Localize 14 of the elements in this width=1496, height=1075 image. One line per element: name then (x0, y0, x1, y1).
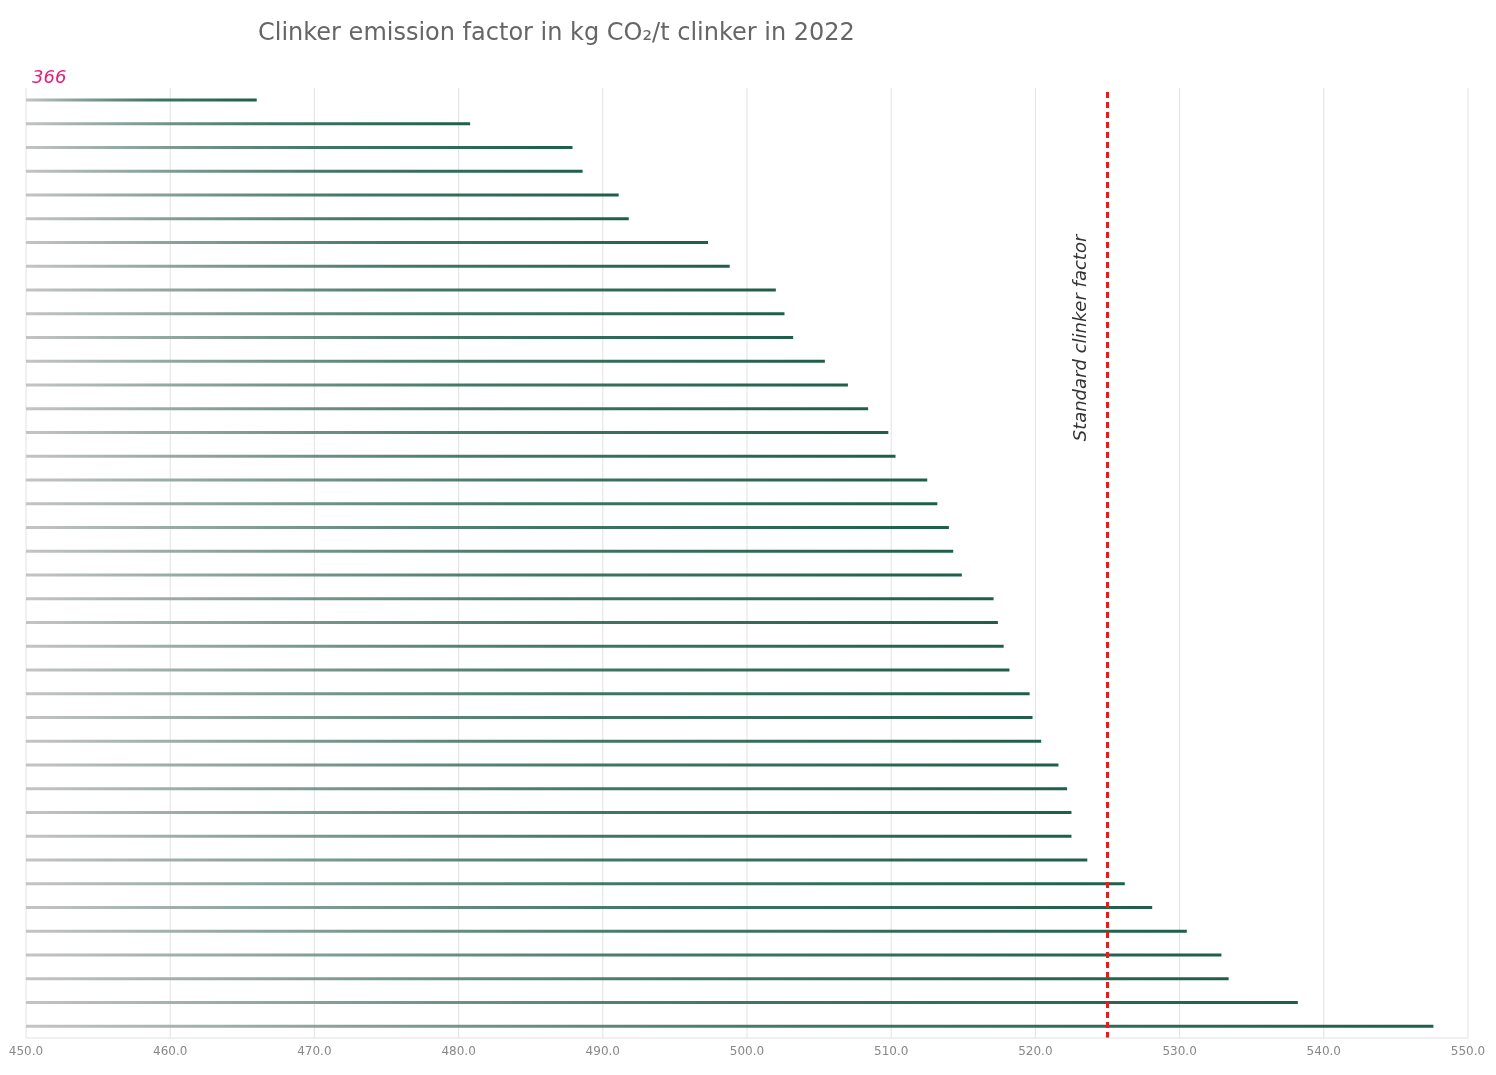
x-tick-label: 460.0 (153, 1043, 188, 1058)
x-tick-label: 550.0 (1450, 1043, 1486, 1058)
x-tick-label: 510.0 (874, 1043, 909, 1058)
x-tick-label: 450.0 (8, 1043, 44, 1058)
x-tick-label: 470.0 (297, 1043, 332, 1058)
chart-title: Clinker emission factor in kg CO₂/t clinker in 2022 (258, 18, 855, 46)
ref-line-label: Standard clinker factor (1068, 233, 1090, 442)
x-tick-label: 480.0 (441, 1043, 476, 1058)
x-tick-label: 530.0 (1162, 1043, 1197, 1058)
x-tick-label: 500.0 (729, 1043, 765, 1058)
x-tick-label: 520.0 (1018, 1043, 1053, 1058)
text: 366 (32, 66, 67, 87)
x-tick-label: 490.0 (585, 1043, 620, 1058)
x-tick-label: 540.0 (1306, 1043, 1341, 1058)
